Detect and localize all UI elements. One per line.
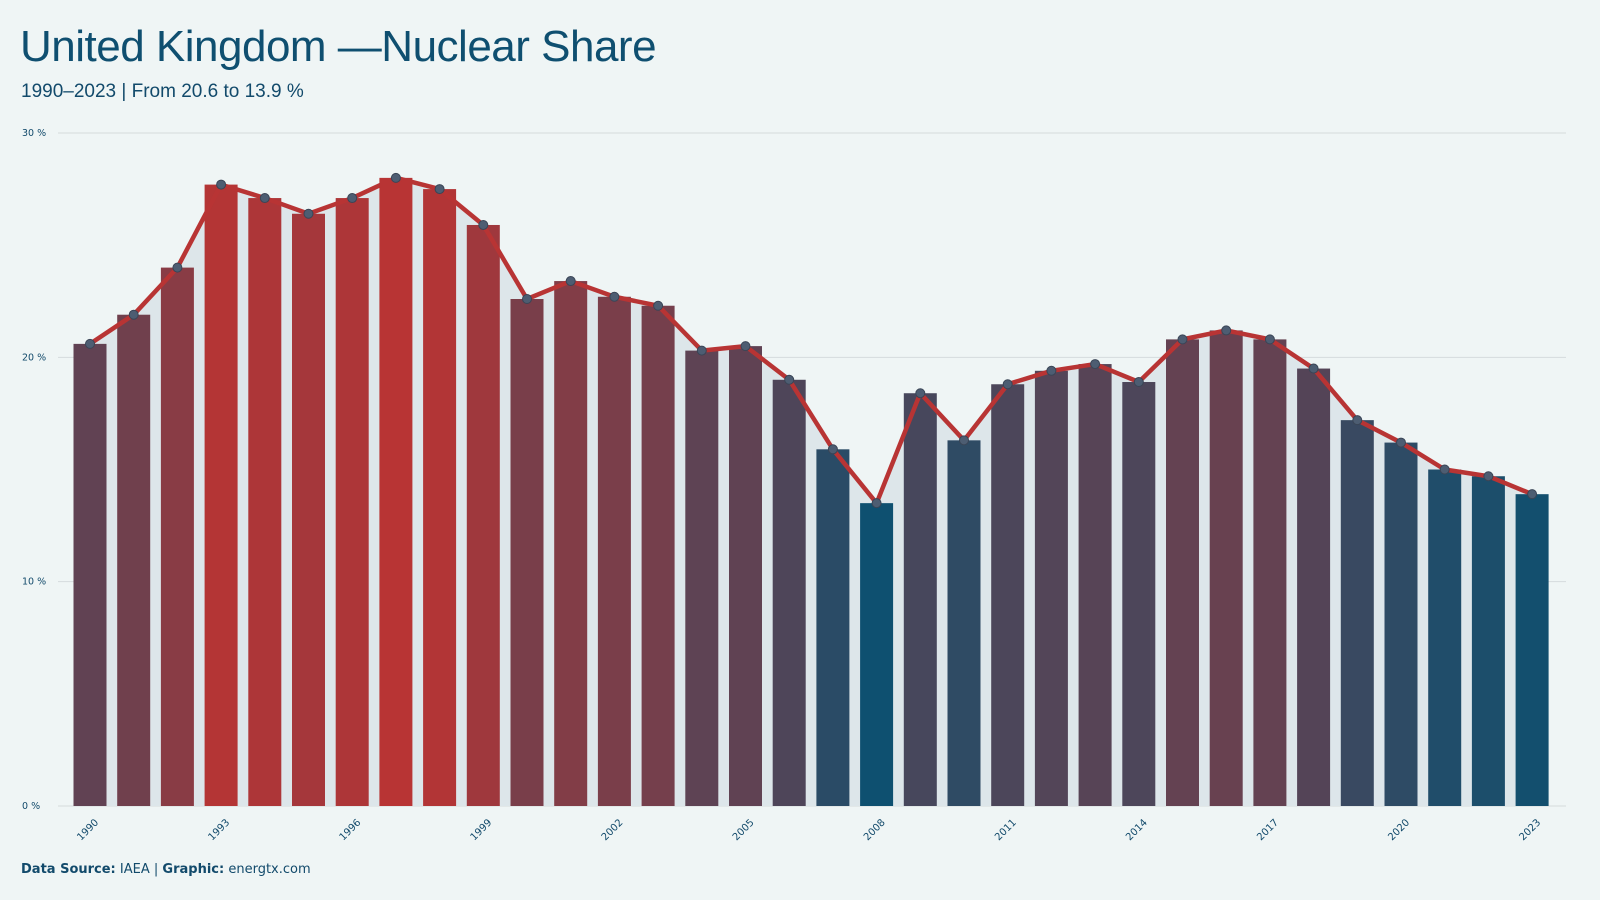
line-marker	[478, 219, 489, 230]
line-marker	[128, 309, 139, 320]
x-tick-label: 2020	[1386, 817, 1412, 843]
bar	[379, 177, 413, 806]
bar	[729, 346, 762, 806]
y-tick-label: 30 %	[22, 128, 46, 139]
bar	[685, 350, 719, 806]
bar	[1297, 368, 1331, 806]
line-marker	[1527, 489, 1538, 500]
line-marker	[609, 291, 620, 302]
line-marker	[1396, 437, 1406, 448]
bar	[947, 440, 981, 806]
bar	[1384, 442, 1418, 806]
graphic-value: energtx.com	[228, 862, 311, 877]
line-marker	[216, 179, 227, 190]
line-marker	[1352, 415, 1363, 426]
bar	[1428, 469, 1462, 806]
line-marker	[1221, 325, 1232, 336]
line-marker	[740, 341, 751, 352]
bar	[160, 267, 194, 807]
bar	[816, 449, 850, 806]
bars	[73, 177, 1549, 807]
bar	[1340, 420, 1374, 806]
line-marker	[259, 193, 270, 204]
bar	[117, 314, 151, 806]
bar	[1078, 364, 1112, 806]
line-marker	[959, 435, 969, 446]
bar	[204, 184, 238, 806]
line-marker	[1046, 365, 1057, 376]
bar	[1209, 330, 1243, 806]
x-tick-label: 2002	[600, 817, 626, 843]
line-marker	[827, 444, 838, 455]
line-marker	[871, 498, 882, 509]
x-tick-label: 2005	[731, 817, 757, 843]
bar	[1253, 339, 1287, 806]
line-marker	[347, 193, 358, 204]
line-marker	[1177, 334, 1188, 345]
x-tick-label: 2011	[993, 817, 1019, 843]
bar	[1122, 382, 1156, 806]
line-marker	[696, 345, 707, 356]
source-label: Data Source:	[21, 862, 116, 877]
bar	[991, 384, 1025, 806]
x-tick-label: 1999	[469, 817, 495, 843]
line-marker	[1002, 379, 1013, 390]
x-tick-label: 1993	[206, 817, 232, 843]
line-marker	[1439, 464, 1450, 475]
bar	[1034, 370, 1068, 806]
line-marker	[1483, 471, 1494, 482]
x-tick-label: 2023	[1517, 817, 1543, 843]
bar	[248, 198, 282, 807]
line-marker	[1090, 359, 1101, 370]
line-markers	[85, 172, 1538, 509]
line-marker	[85, 338, 95, 349]
line-marker	[434, 184, 445, 195]
footer-credits: Data Source: IAEA | Graphic: energtx.com	[21, 862, 311, 877]
x-tick-label: 2017	[1255, 817, 1281, 843]
bar	[335, 198, 369, 807]
line-marker	[1308, 363, 1319, 374]
footer-separator: |	[153, 862, 159, 877]
line-marker	[303, 208, 314, 219]
line-marker	[1264, 334, 1275, 345]
bar	[641, 305, 675, 806]
bar	[1471, 476, 1505, 806]
bar	[292, 213, 325, 806]
line-marker	[565, 276, 576, 287]
line-marker	[522, 294, 532, 305]
x-tick-label: 1990	[75, 817, 101, 843]
bar	[860, 503, 894, 806]
bar	[423, 189, 457, 807]
line-marker	[390, 172, 401, 183]
bar	[554, 281, 588, 806]
bar	[510, 299, 544, 806]
graphic-label: Graphic:	[162, 862, 225, 877]
bar	[466, 224, 500, 806]
x-tick-label: 1996	[338, 817, 364, 843]
chart-title: United Kingdom —Nuclear Share	[20, 22, 657, 71]
bar	[772, 379, 806, 806]
x-tick-label: 2008	[862, 817, 888, 843]
line-marker	[784, 374, 795, 385]
trend-line	[87, 175, 1535, 506]
bar	[1515, 494, 1549, 806]
line-marker	[172, 262, 183, 273]
bar	[597, 296, 631, 806]
chart-subtitle: 1990–2023 | From 20.6 to 13.9 %	[21, 81, 304, 102]
source-value: IAEA	[119, 862, 150, 877]
y-tick-label: 0 %	[22, 801, 40, 812]
x-tick-label: 2014	[1124, 817, 1150, 843]
bar	[73, 343, 107, 806]
bar	[903, 393, 937, 806]
y-tick-label: 20 %	[22, 352, 46, 363]
bar	[1166, 339, 1199, 806]
line-marker	[915, 388, 926, 399]
line-marker	[1133, 377, 1144, 388]
line-marker	[653, 300, 664, 311]
y-tick-label: 10 %	[22, 577, 46, 588]
